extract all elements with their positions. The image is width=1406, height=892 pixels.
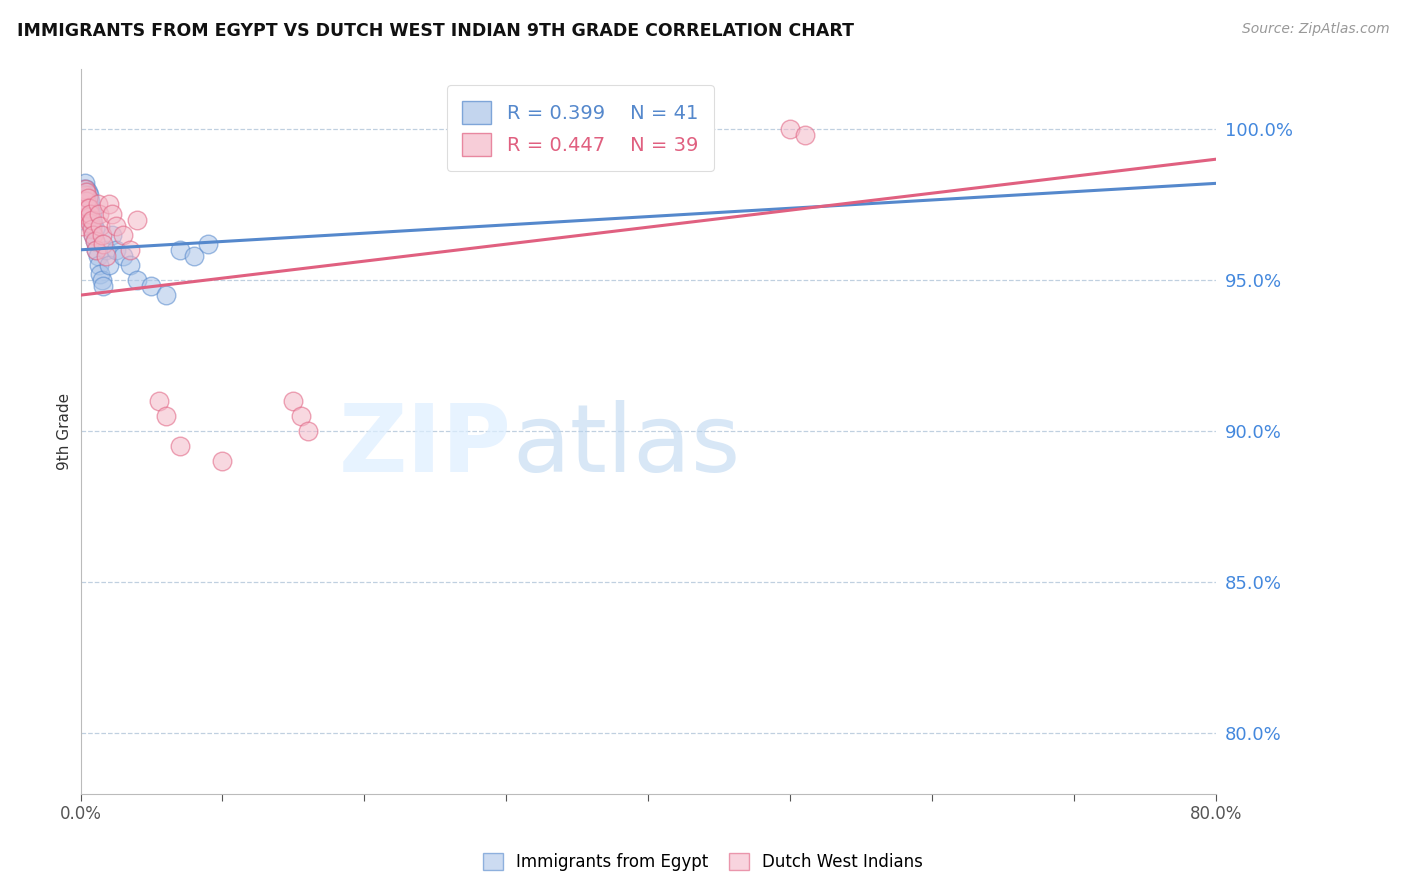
Point bbox=[94, 249, 117, 263]
Point bbox=[169, 439, 191, 453]
Point bbox=[197, 236, 219, 251]
Point bbox=[76, 194, 98, 209]
Point bbox=[127, 212, 149, 227]
Point bbox=[183, 249, 205, 263]
Point bbox=[77, 188, 100, 202]
Text: Source: ZipAtlas.com: Source: ZipAtlas.com bbox=[1241, 22, 1389, 37]
Point bbox=[100, 206, 122, 220]
Point bbox=[73, 182, 96, 196]
Point bbox=[97, 258, 120, 272]
Point bbox=[779, 122, 801, 136]
Point bbox=[83, 234, 105, 248]
Point bbox=[80, 221, 103, 235]
Point bbox=[127, 273, 149, 287]
Point bbox=[83, 221, 105, 235]
Text: atlas: atlas bbox=[512, 400, 741, 491]
Point bbox=[297, 424, 319, 438]
Point bbox=[80, 206, 103, 220]
Point bbox=[91, 279, 114, 293]
Text: ZIP: ZIP bbox=[339, 400, 512, 491]
Point bbox=[141, 279, 163, 293]
Point bbox=[75, 197, 97, 211]
Point bbox=[87, 258, 110, 272]
Point bbox=[91, 236, 114, 251]
Point bbox=[73, 177, 96, 191]
Point bbox=[290, 409, 312, 423]
Point bbox=[76, 201, 98, 215]
Point bbox=[80, 212, 103, 227]
Point bbox=[86, 197, 108, 211]
Point bbox=[84, 243, 107, 257]
Point bbox=[79, 216, 101, 230]
Point bbox=[76, 186, 98, 200]
Point bbox=[72, 197, 94, 211]
Point bbox=[75, 186, 97, 200]
Point bbox=[75, 188, 97, 202]
Point bbox=[73, 188, 96, 202]
Point bbox=[77, 210, 100, 224]
Point bbox=[72, 182, 94, 196]
Point bbox=[148, 393, 170, 408]
Point bbox=[112, 249, 135, 263]
Legend: R = 0.399    N = 41, R = 0.447    N = 39: R = 0.399 N = 41, R = 0.447 N = 39 bbox=[447, 86, 714, 171]
Point bbox=[82, 216, 104, 230]
Point bbox=[75, 182, 97, 196]
Point bbox=[105, 243, 128, 257]
Point bbox=[211, 454, 233, 468]
Point bbox=[105, 219, 128, 233]
Point bbox=[79, 212, 101, 227]
Point bbox=[83, 234, 105, 248]
Legend: Immigrants from Egypt, Dutch West Indians: Immigrants from Egypt, Dutch West Indian… bbox=[475, 845, 931, 880]
Point bbox=[76, 203, 98, 218]
Point bbox=[79, 194, 101, 209]
Point bbox=[80, 219, 103, 233]
Point bbox=[90, 273, 112, 287]
Point bbox=[793, 128, 815, 142]
Point bbox=[72, 206, 94, 220]
Point bbox=[79, 206, 101, 220]
Point bbox=[155, 409, 177, 423]
Point bbox=[70, 219, 93, 233]
Point bbox=[155, 288, 177, 302]
Text: IMMIGRANTS FROM EGYPT VS DUTCH WEST INDIAN 9TH GRADE CORRELATION CHART: IMMIGRANTS FROM EGYPT VS DUTCH WEST INDI… bbox=[17, 22, 853, 40]
Point bbox=[77, 197, 100, 211]
Point bbox=[75, 194, 97, 209]
Point bbox=[283, 393, 305, 408]
Point bbox=[82, 227, 104, 242]
Point bbox=[120, 243, 142, 257]
Point bbox=[169, 243, 191, 257]
Point bbox=[76, 191, 98, 205]
Point bbox=[90, 227, 112, 242]
Point bbox=[89, 219, 111, 233]
Point bbox=[82, 227, 104, 242]
Point bbox=[70, 212, 93, 227]
Point bbox=[72, 197, 94, 211]
Point bbox=[87, 206, 110, 220]
Point bbox=[84, 243, 107, 257]
Point bbox=[77, 201, 100, 215]
Point bbox=[79, 203, 101, 218]
Point bbox=[89, 267, 111, 281]
Point bbox=[77, 206, 100, 220]
Point bbox=[100, 227, 122, 242]
Point bbox=[86, 249, 108, 263]
Point bbox=[112, 227, 135, 242]
Point bbox=[120, 258, 142, 272]
Point bbox=[73, 188, 96, 202]
Point bbox=[97, 197, 120, 211]
Y-axis label: 9th Grade: 9th Grade bbox=[58, 392, 72, 470]
Point bbox=[94, 243, 117, 257]
